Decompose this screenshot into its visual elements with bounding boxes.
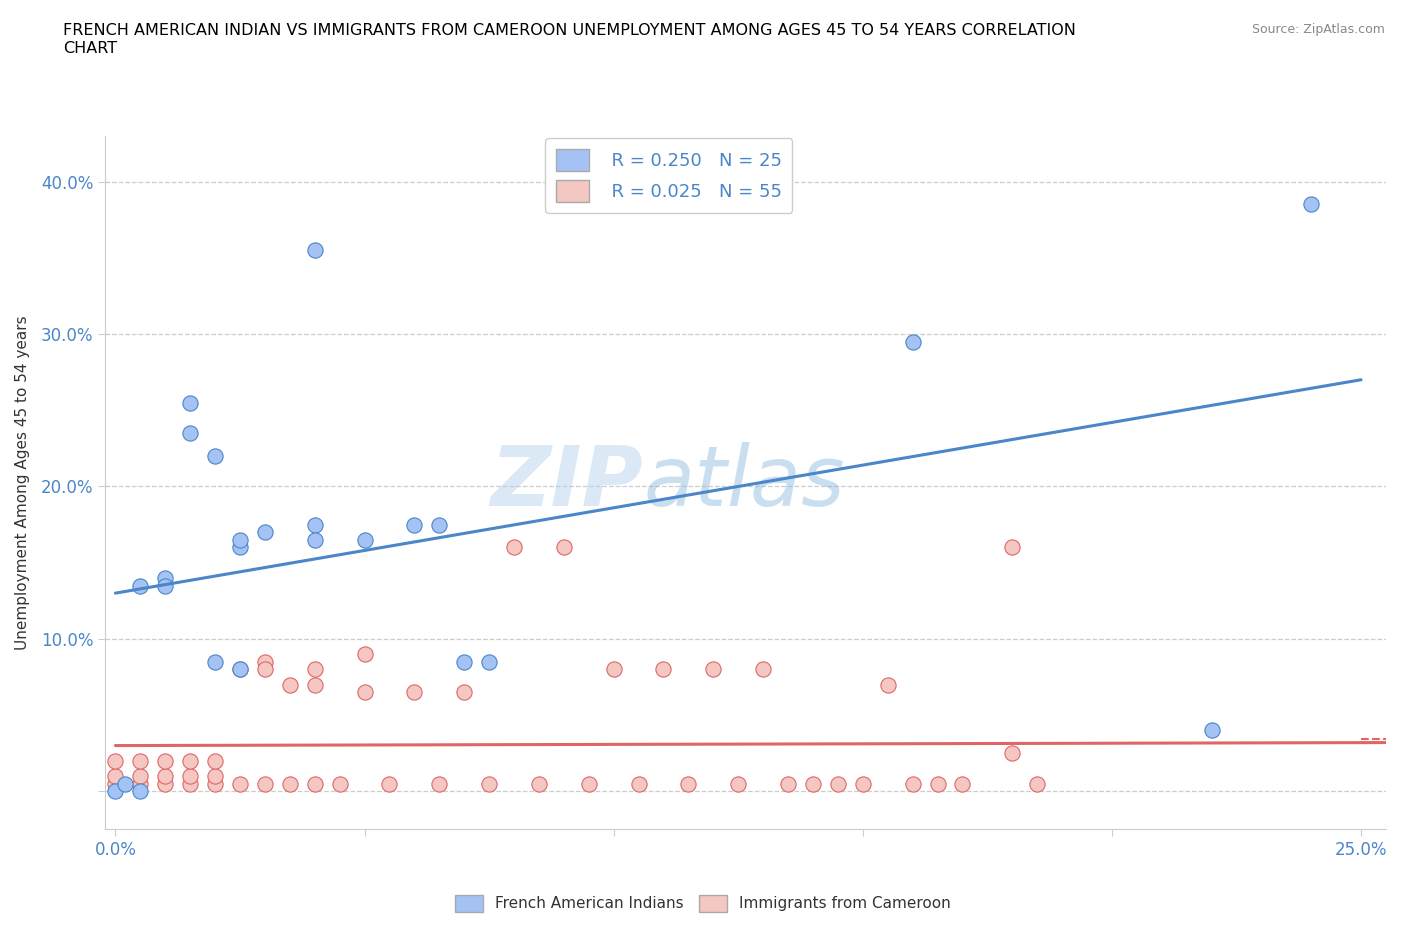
Point [952, 777, 974, 791]
Point [229, 540, 252, 555]
Point [602, 662, 624, 677]
Point [104, 768, 127, 783]
Point [627, 777, 650, 791]
Point [478, 777, 501, 791]
Point [727, 777, 749, 791]
Text: FRENCH AMERICAN INDIAN VS IMMIGRANTS FROM CAMEROON UNEMPLOYMENT AMONG AGES 45 TO: FRENCH AMERICAN INDIAN VS IMMIGRANTS FRO… [63, 23, 1076, 56]
Point [278, 677, 301, 692]
Point [179, 768, 201, 783]
Point [155, 768, 177, 783]
Point [204, 448, 226, 463]
Point [204, 753, 226, 768]
Point [876, 677, 898, 692]
Point [1001, 540, 1024, 555]
Point [104, 753, 127, 768]
Point [353, 684, 375, 699]
Point [104, 777, 127, 791]
Point [129, 768, 152, 783]
Point [353, 646, 375, 661]
Point [179, 395, 201, 410]
Point [179, 777, 201, 791]
Point [304, 662, 326, 677]
Text: atlas: atlas [643, 442, 845, 524]
Point [578, 777, 600, 791]
Point [702, 662, 724, 677]
Point [155, 578, 177, 593]
Point [678, 777, 700, 791]
Point [278, 777, 301, 791]
Text: ZIP: ZIP [491, 442, 643, 524]
Point [104, 784, 127, 799]
Point [353, 532, 375, 547]
Point [129, 777, 152, 791]
Point [1026, 777, 1049, 791]
Point [801, 777, 824, 791]
Point [229, 777, 252, 791]
Point [527, 777, 550, 791]
Point [179, 753, 201, 768]
Point [553, 540, 575, 555]
Point [329, 777, 352, 791]
Point [229, 662, 252, 677]
Point [129, 753, 152, 768]
Point [478, 655, 501, 670]
Point [1001, 746, 1024, 761]
Point [378, 777, 401, 791]
Point [901, 777, 924, 791]
Point [253, 662, 276, 677]
Point [852, 777, 875, 791]
Point [253, 777, 276, 791]
Point [304, 777, 326, 791]
Point [1201, 723, 1223, 737]
Point [204, 777, 226, 791]
Point [1301, 197, 1323, 212]
Point [114, 777, 136, 791]
Point [927, 777, 949, 791]
Point [427, 517, 450, 532]
Point [304, 243, 326, 258]
Point [776, 777, 799, 791]
Point [204, 768, 226, 783]
Point [253, 655, 276, 670]
Legend: French American Indians, Immigrants from Cameroon: French American Indians, Immigrants from… [450, 889, 956, 918]
Point [453, 655, 475, 670]
Point [204, 655, 226, 670]
Point [155, 570, 177, 585]
Point [179, 426, 201, 441]
Y-axis label: Unemployment Among Ages 45 to 54 years: Unemployment Among Ages 45 to 54 years [15, 315, 30, 650]
Point [901, 334, 924, 349]
Point [453, 684, 475, 699]
Point [752, 662, 775, 677]
Point [827, 777, 849, 791]
Point [253, 525, 276, 539]
Point [503, 540, 526, 555]
Point [304, 517, 326, 532]
Text: Source: ZipAtlas.com: Source: ZipAtlas.com [1251, 23, 1385, 36]
Point [155, 777, 177, 791]
Point [229, 662, 252, 677]
Point [129, 578, 152, 593]
Point [427, 777, 450, 791]
Point [229, 532, 252, 547]
Point [129, 784, 152, 799]
Point [652, 662, 675, 677]
Point [304, 677, 326, 692]
Legend:   R = 0.250   N = 25,   R = 0.025   N = 55: R = 0.250 N = 25, R = 0.025 N = 55 [546, 138, 793, 213]
Point [404, 517, 426, 532]
Point [404, 684, 426, 699]
Point [155, 753, 177, 768]
Point [304, 532, 326, 547]
